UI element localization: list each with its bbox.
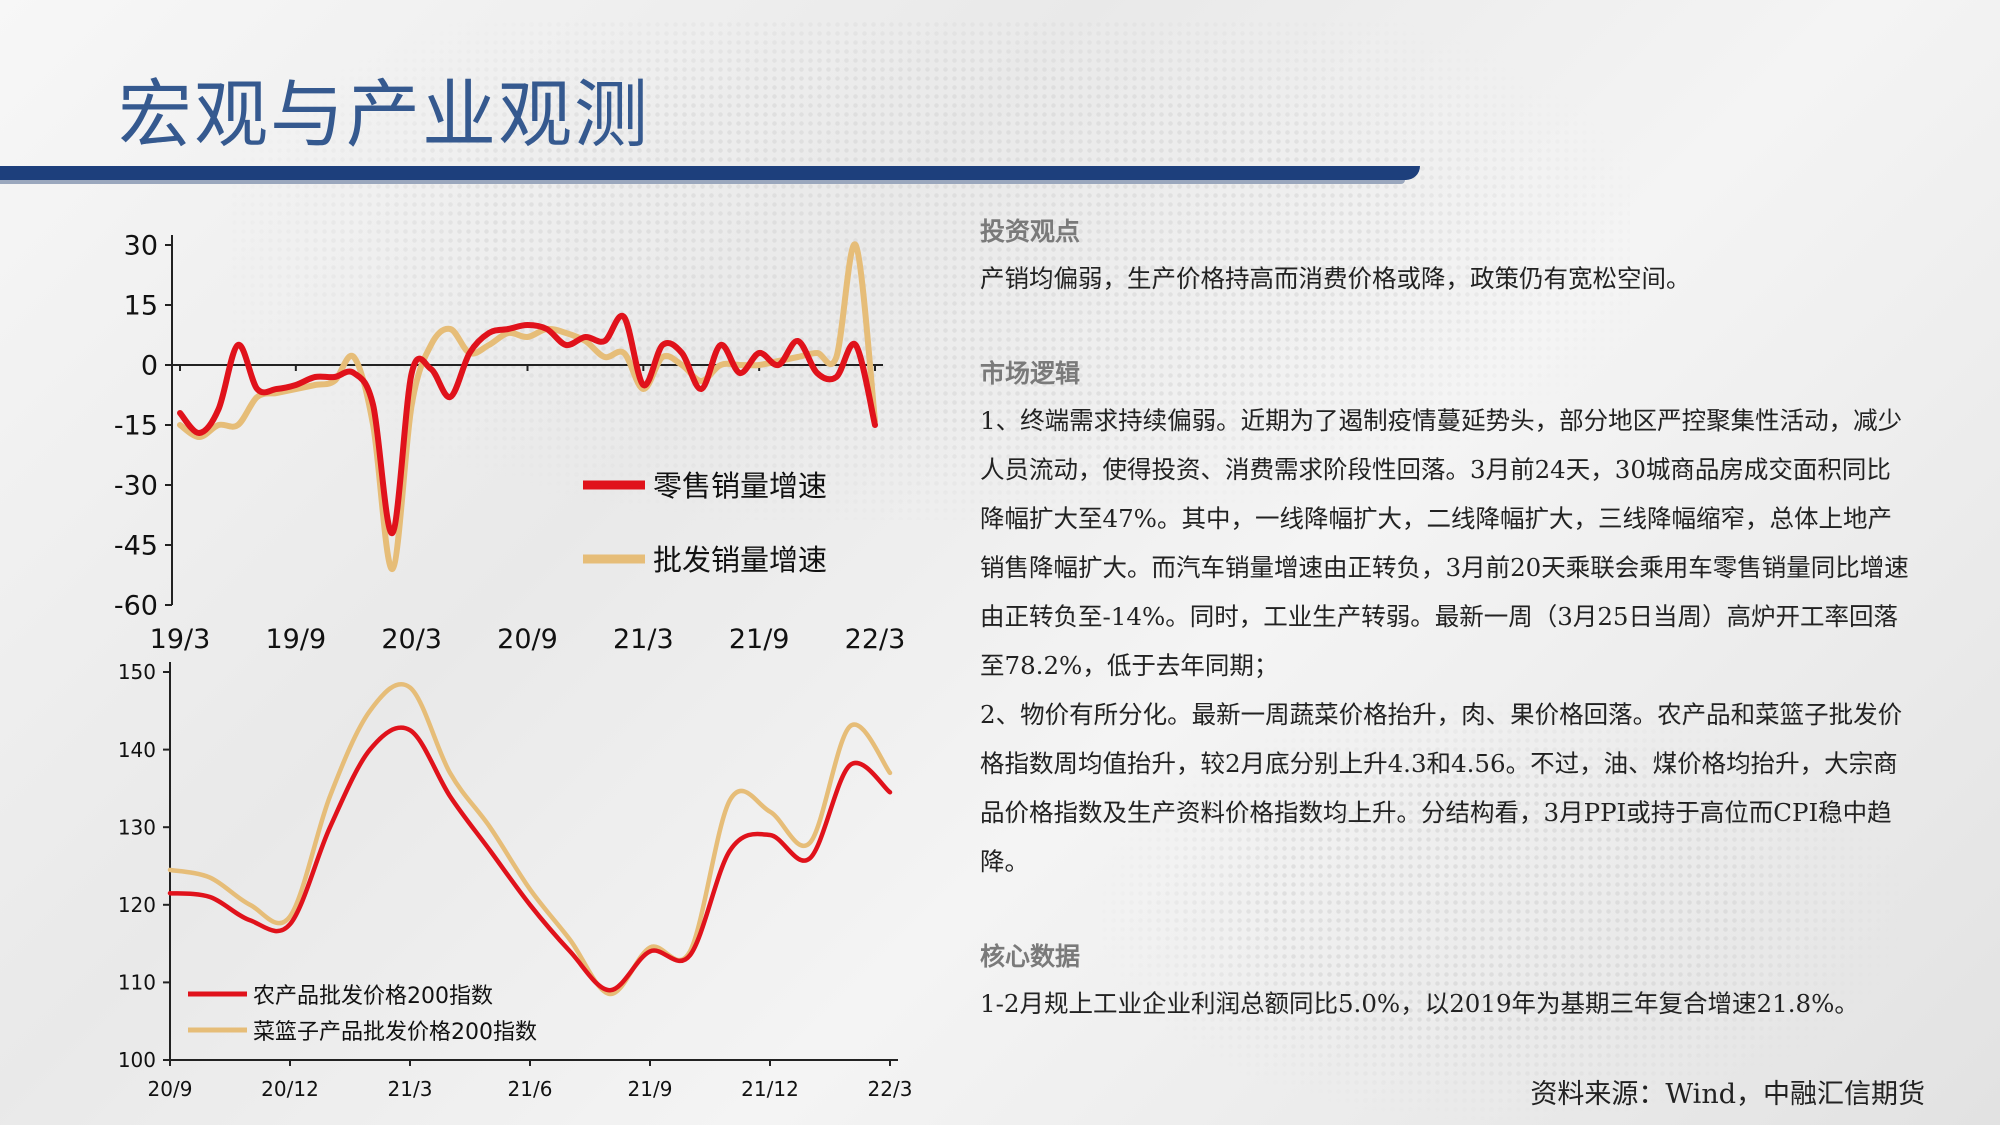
x-tick-label: 21/12 (741, 1077, 799, 1101)
x-tick-label: 20/12 (261, 1077, 319, 1101)
y-tick-label: 15 (124, 291, 158, 322)
world-map-background-lower (1100, 700, 1900, 1120)
chart1-legend: 零售销量增速 批发销量增速 (583, 469, 827, 577)
legend-label-basket: 菜篮子产品批发价格200指数 (253, 1020, 537, 1045)
y-tick-label: -30 (114, 471, 158, 502)
y-tick-label: 30 (124, 231, 158, 262)
series-line-b (167, 682, 893, 997)
logic-paragraph-prices: 2、物价有所分化。最新一周蔬菜价格抬升，肉、果价格回落。农产品和菜篮子批发价格指… (980, 700, 1903, 876)
x-tick-label: 21/9 (628, 1077, 673, 1101)
y-tick-label: -45 (114, 531, 158, 562)
legend-label-wholesale: 批发销量增速 (653, 543, 827, 577)
section-heading-logic: 市场逻辑 (980, 359, 1081, 388)
x-tick-label: 21/9 (729, 624, 790, 655)
commentary-panel: 投资观点 产销均偏弱，生产价格持高而消费价格或降，政策仍有宽松空间。 市场逻辑 … (980, 210, 1910, 1028)
x-tick-label: 22/3 (868, 1077, 913, 1101)
logic-paragraph-demand: 1、终端需求持续偏弱。近期为了遏制疫情蔓延势头，部分地区严控聚集性活动，减少人员… (980, 406, 1909, 680)
legend-label-retail: 零售销量增速 (653, 469, 827, 503)
y-tick-label: 150 (118, 660, 156, 684)
x-tick-label: 19/3 (150, 624, 211, 655)
x-tick-label: 21/3 (388, 1077, 433, 1101)
view-paragraph: 产销均偏弱，生产价格持高而消费价格或降，政策仍有宽松空间。 (980, 264, 1691, 293)
y-tick-label: -60 (114, 591, 158, 622)
chart2-legend: 农产品批发价格200指数 菜篮子产品批发价格200指数 (188, 984, 537, 1045)
world-map-background (230, 20, 1630, 520)
x-tick-label: 22/3 (845, 624, 906, 655)
title-underline-bar (0, 166, 1420, 180)
series-line-a (167, 725, 893, 993)
price-index-chart: 150 140 130 120 110 100 20/9 20/12 21/3 21/6 21/9 2… (118, 660, 913, 1101)
y-tick-label: 110 (118, 971, 156, 995)
source-note: 资料来源：Wind，中融汇信期货 (1530, 1079, 1925, 1110)
y-tick-label: -15 (114, 411, 158, 442)
y-tick-label: 100 (118, 1048, 156, 1072)
x-tick-label: 20/9 (148, 1077, 193, 1101)
x-tick-label: 21/3 (613, 624, 674, 655)
section-heading-view: 投资观点 (980, 217, 1081, 246)
core-data-paragraph: 1-2月规上工业企业利润总额同比5.0%，以2019年为基期三年复合增速21.8… (980, 989, 1859, 1018)
legend-label-agri: 农产品批发价格200指数 (253, 984, 493, 1009)
x-tick-label: 19/9 (266, 624, 327, 655)
y-tick-label: 0 (141, 351, 158, 382)
x-tick-label: 20/9 (497, 624, 558, 655)
page-title: 宏观与产业观测 (118, 72, 650, 158)
x-tick-label: 20/3 (381, 624, 442, 655)
section-heading-data: 核心数据 (980, 942, 1081, 971)
x-tick-label: 21/6 (508, 1077, 553, 1101)
y-tick-label: 130 (118, 815, 156, 839)
y-tick-label: 120 (118, 893, 156, 917)
y-tick-label: 140 (118, 738, 156, 762)
title-underline-shadow (0, 180, 1405, 184)
series-line-b (177, 241, 878, 573)
